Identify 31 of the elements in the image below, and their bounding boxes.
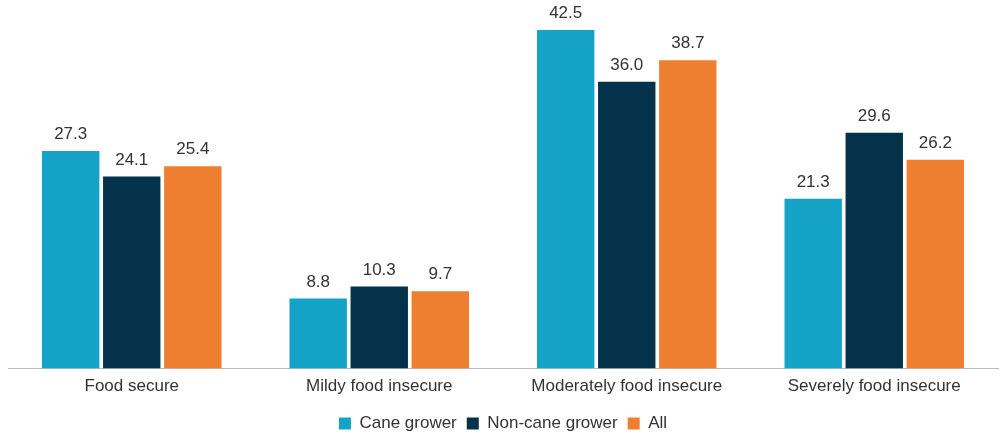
data-label: 8.8 xyxy=(306,271,331,291)
bar xyxy=(598,81,656,369)
bar xyxy=(289,298,347,369)
data-label: 29.6 xyxy=(857,105,891,125)
bar xyxy=(103,176,161,369)
data-label: 36.0 xyxy=(610,54,644,74)
bar xyxy=(537,29,595,369)
legend-label: Non-cane grower xyxy=(487,413,618,433)
x-tick-label: Mildy food insecure xyxy=(306,376,453,396)
data-label: 21.3 xyxy=(796,172,830,192)
data-label: 26.2 xyxy=(918,133,952,152)
data-label: 42.5 xyxy=(549,3,583,23)
legend-label: All xyxy=(648,413,668,433)
x-tick-label: Food secure xyxy=(84,376,179,396)
bar xyxy=(42,151,100,369)
bar xyxy=(411,291,469,369)
bar xyxy=(784,198,842,369)
bar xyxy=(659,60,717,369)
x-tick-label: Severely food insecure xyxy=(787,376,961,396)
data-label: 10.3 xyxy=(362,259,396,279)
bar xyxy=(350,286,408,369)
bar xyxy=(906,159,964,369)
data-label: 27.3 xyxy=(54,124,88,144)
bar xyxy=(164,166,222,369)
data-label: 38.7 xyxy=(671,33,705,53)
data-label: 24.1 xyxy=(115,149,149,169)
legend-label: Cane grower xyxy=(359,413,458,433)
x-tick-label: Moderately food insecure xyxy=(531,376,723,396)
data-label: 25.4 xyxy=(176,139,210,159)
bar xyxy=(845,132,903,369)
data-label: 9.7 xyxy=(428,264,453,284)
